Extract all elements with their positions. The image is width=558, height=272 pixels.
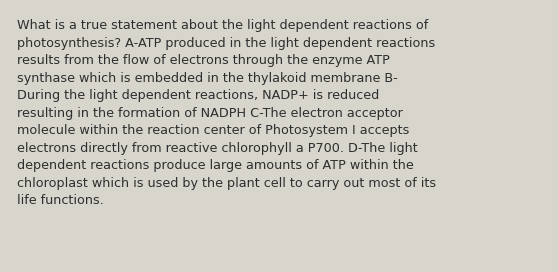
- Text: What is a true statement about the light dependent reactions of
photosynthesis? : What is a true statement about the light…: [17, 19, 436, 207]
